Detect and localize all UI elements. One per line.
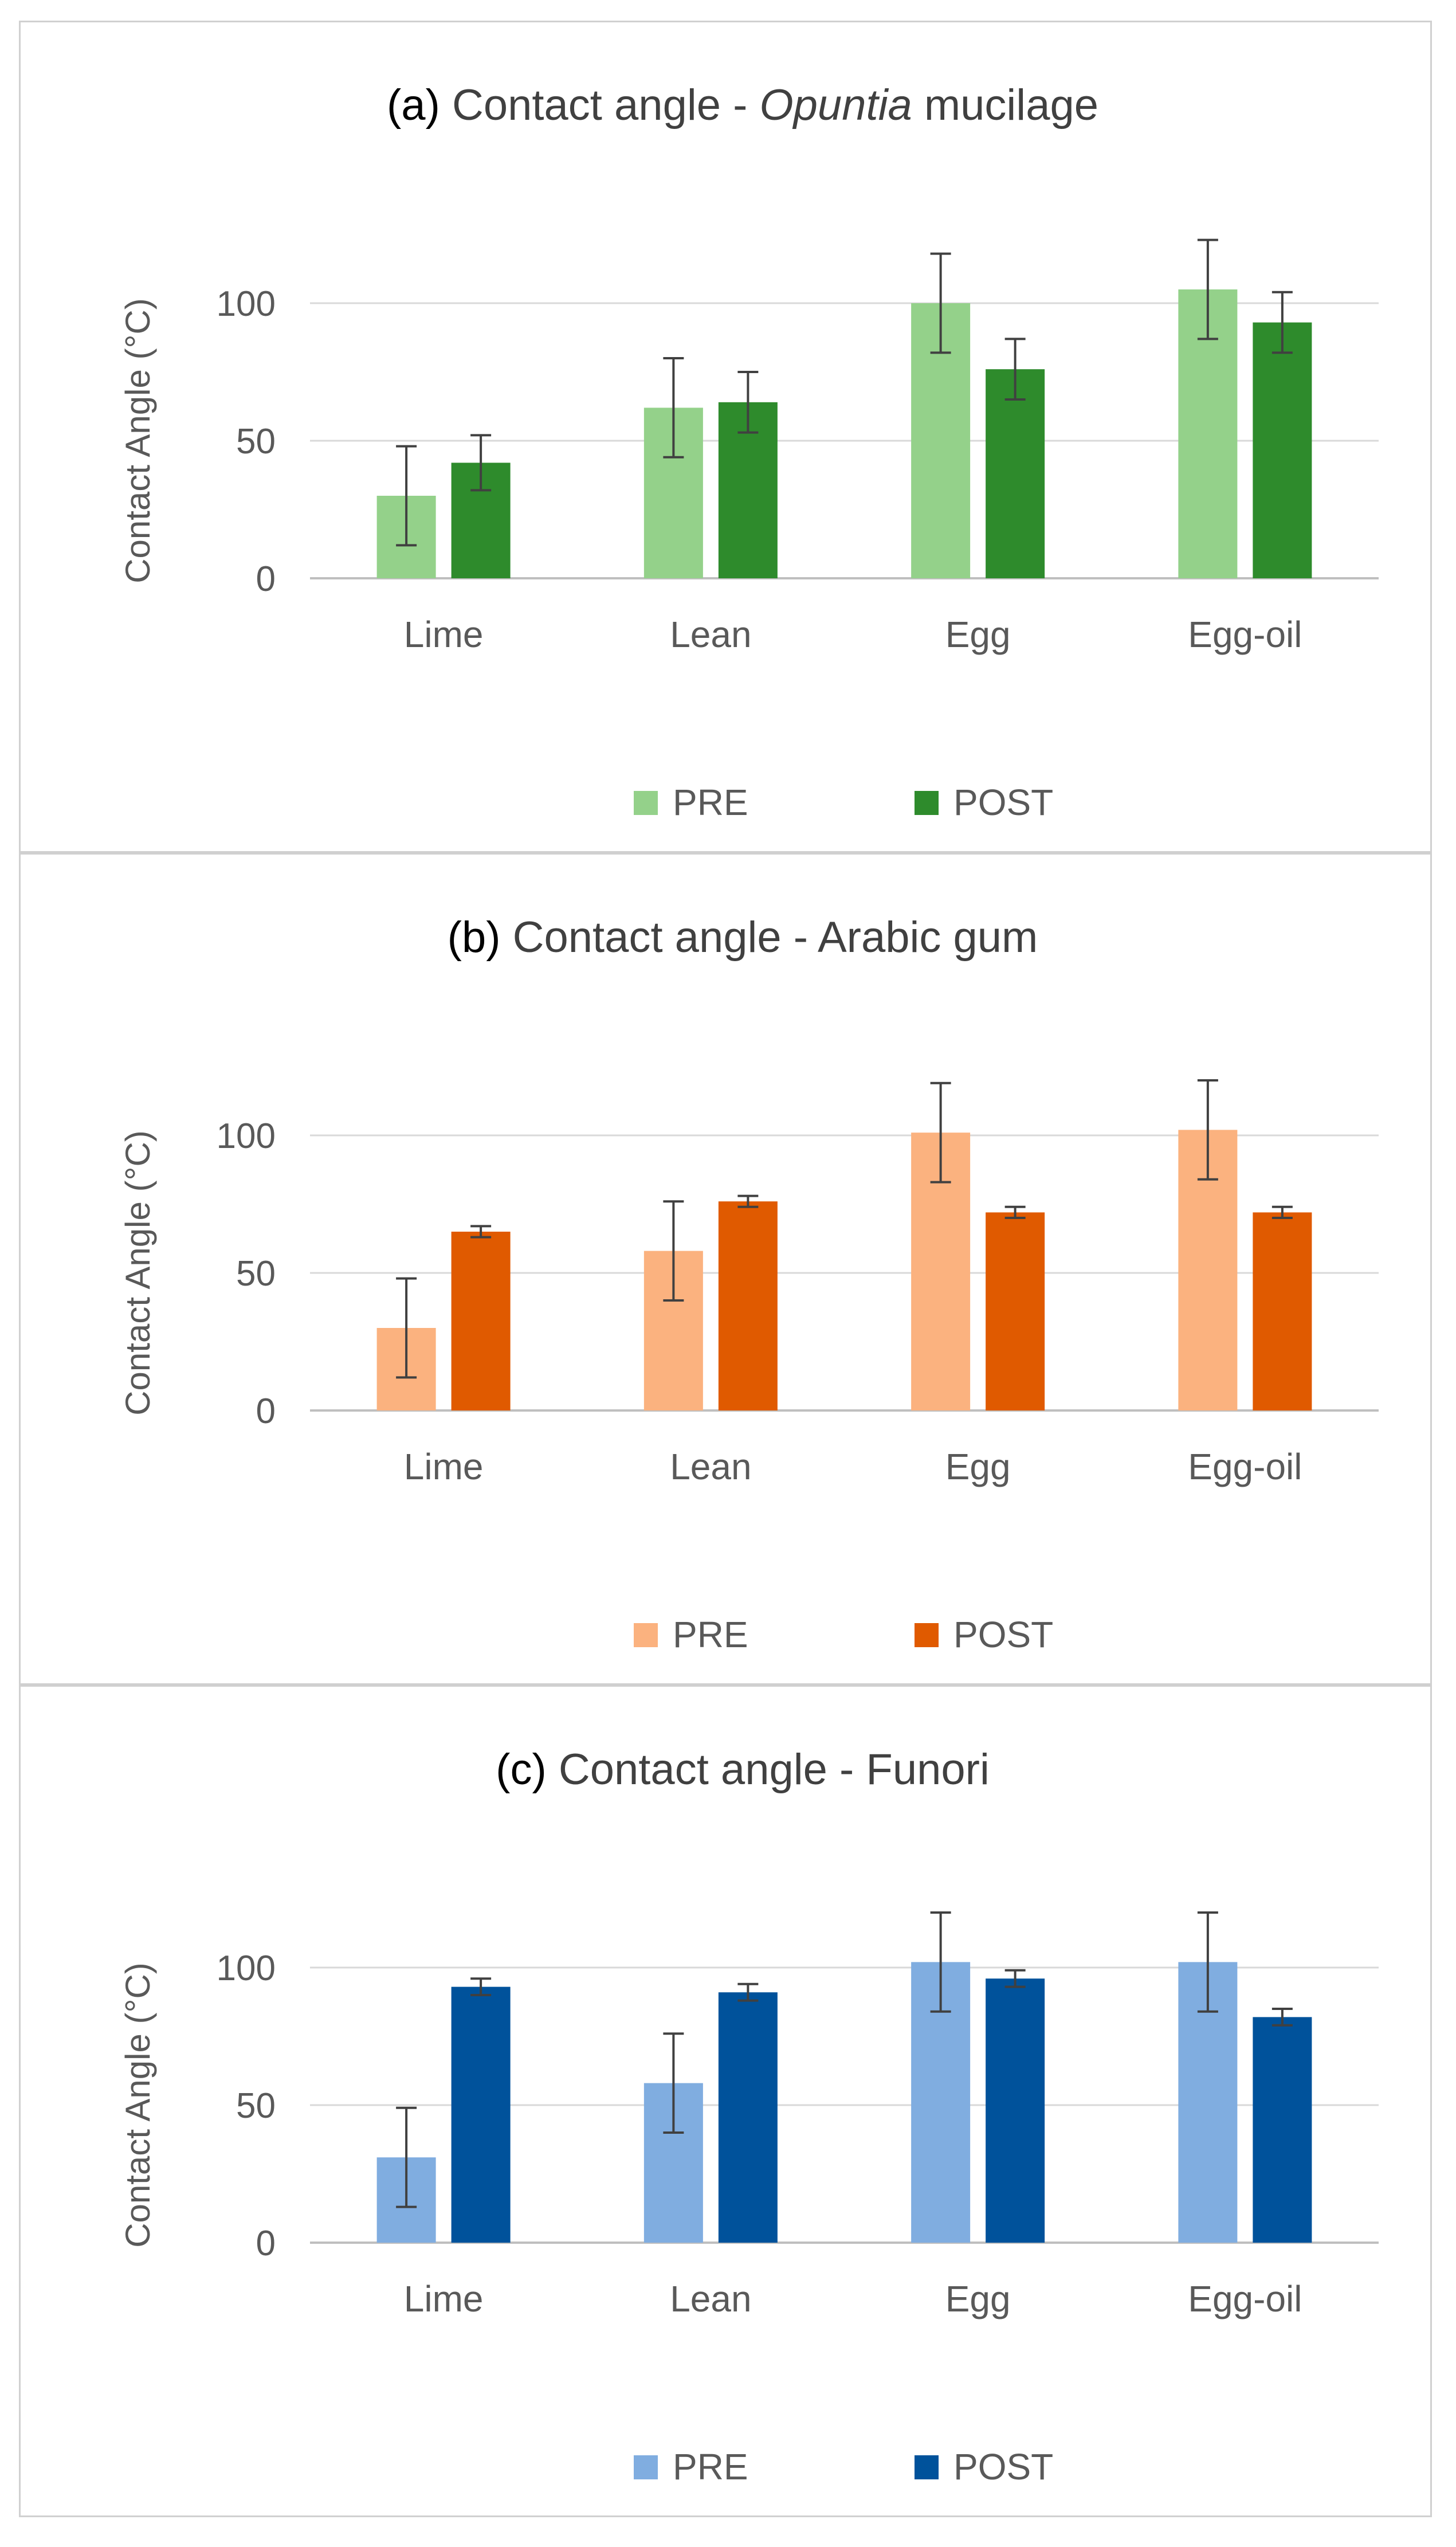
chart-b-legend-swatch-post [915,1623,939,1647]
chart-a-legend-label-pre: PRE [673,782,748,823]
chart-a-xtick-label: Lime [404,614,484,655]
chart-c-ytick-label: 100 [217,1949,276,1988]
chart-c-ytick-label: 0 [256,2224,276,2263]
chart-a-legend-swatch-pre [634,791,658,815]
chart-panel-c: (c) Contact angle - Funori 0 50 100 Contact … [19,1685,1432,2517]
chart-c-xtick-label: Lime [404,2278,484,2319]
chart-a-ytick-label: 50 [236,422,276,461]
chart-b-ytick-label: 50 [236,1254,276,1294]
chart-a-svg: (a) Contact angle - Opuntia mucilage 0 50 1… [119,81,1379,823]
chart-b-legend-swatch-pre [634,1623,658,1647]
chart-a-xtick-label: Egg-oil [1188,614,1302,655]
chart-a-ytick-label: 0 [256,559,276,599]
chart-a-xtick-label: Egg [945,614,1011,655]
chart-c-title: (c) Contact angle - Funori [496,1745,990,1794]
chart-a-bar-post-egg [986,369,1045,578]
chart-a-legend-label-post: POST [953,782,1053,823]
chart-b-svg: (b) Contact angle - Arabic gum 0 50 100 Cont… [119,913,1379,1655]
chart-b-bar-post-egg [986,1212,1045,1410]
chart-c-ytick-label: 50 [236,2086,276,2126]
chart-b-ytick-label: 100 [217,1116,276,1156]
chart-b-ylabel: Contact Angle (°C) [119,1130,157,1416]
chart-c-bar-post-lean [718,1992,778,2243]
chart-c-legend-swatch-post [915,2455,939,2479]
chart-c-xtick-label: Lean [670,2278,751,2319]
chart-panel-b: (b) Contact angle - Arabic gum 0 50 100 Cont… [19,853,1432,1685]
chart-b-bar-post-egg-oil [1253,1212,1312,1410]
chart-c-bar-post-lime [451,1986,511,2243]
chart-b-xtick-label: Lime [404,1446,484,1487]
chart-a-bar-post-egg-oil [1253,322,1312,578]
chart-b-legend-label-post: POST [953,1614,1053,1655]
chart-b-bar-post-lean [718,1201,778,1410]
chart-b-ytick-label: 0 [256,1392,276,1431]
chart-c-bar-post-egg-oil [1253,2017,1312,2243]
chart-b-bar-post-lime [451,1232,511,1410]
chart-b-title: (b) Contact angle - Arabic gum [448,913,1038,962]
chart-a-xtick-label: Lean [670,614,751,655]
chart-c-xtick-label: Egg [945,2278,1011,2319]
chart-a-ytick-label: 100 [217,284,276,324]
chart-a-title: (a) Contact angle - Opuntia mucilage [387,81,1098,130]
chart-a-ylabel: Contact Angle (°C) [119,298,157,583]
chart-b-legend-label-pre: PRE [673,1614,748,1655]
chart-c-svg: (c) Contact angle - Funori 0 50 100 Contact … [119,1745,1379,2487]
chart-c-ylabel: Contact Angle (°C) [119,1962,157,2248]
chart-c-legend-label-pre: PRE [673,2446,748,2487]
chart-c-legend-label-post: POST [953,2446,1053,2487]
chart-panel-a: (a) Contact angle - Opuntia mucilage 0 50 1… [19,21,1432,853]
chart-b-xtick-label: Lean [670,1446,751,1487]
chart-b-xtick-label: Egg [945,1446,1011,1487]
chart-c-xtick-label: Egg-oil [1188,2278,1302,2319]
chart-b-xtick-label: Egg-oil [1188,1446,1302,1487]
chart-c-legend-swatch-pre [634,2455,658,2479]
chart-a-legend-swatch-post [915,791,939,815]
chart-c-bar-post-egg [986,1978,1045,2243]
